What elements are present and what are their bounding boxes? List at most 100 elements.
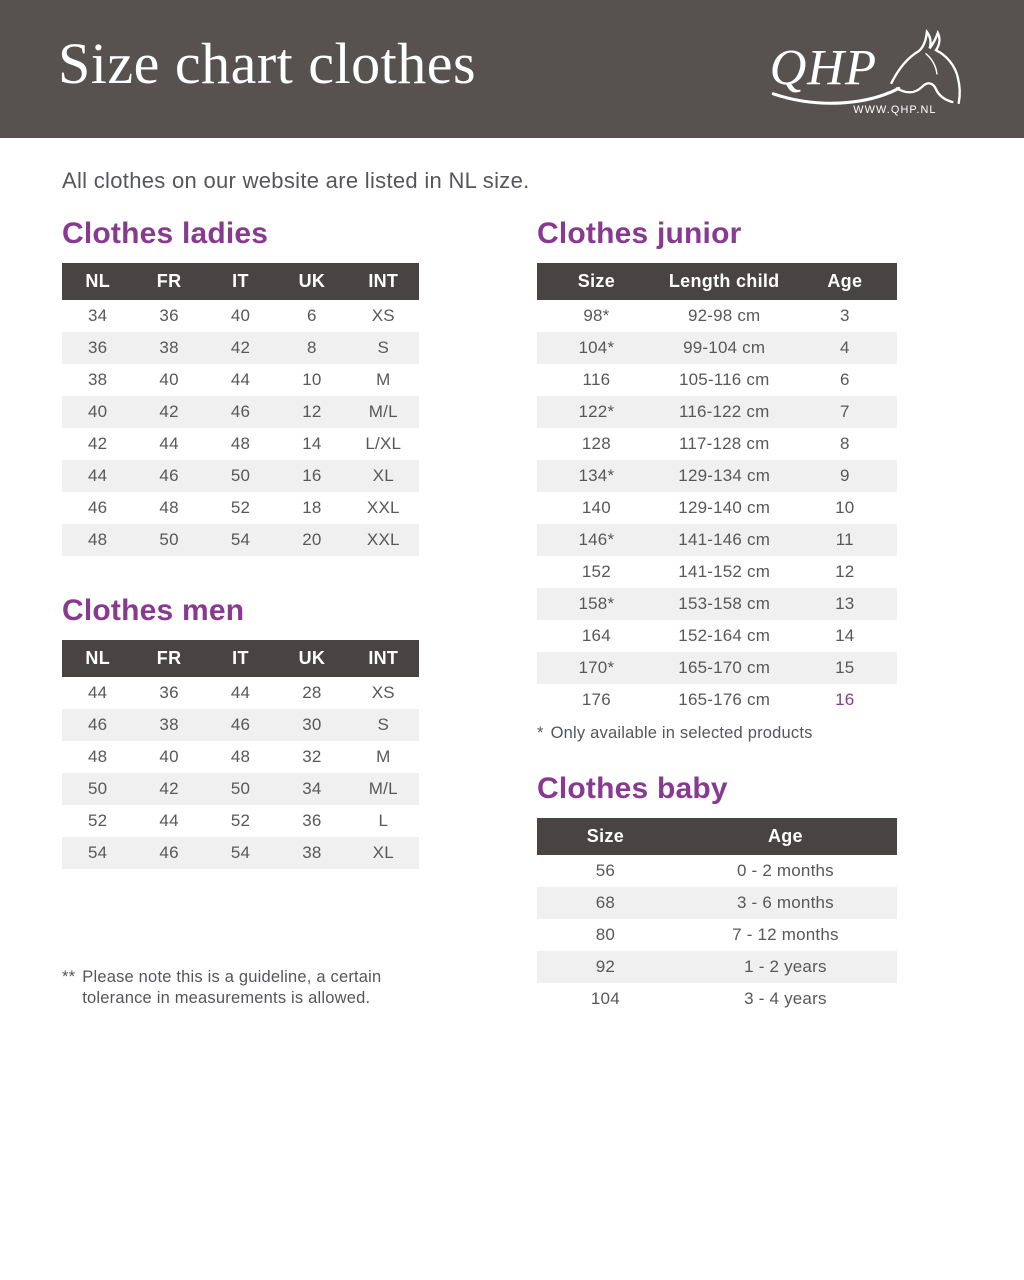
- column-header: UK: [276, 263, 348, 300]
- header-banner: Size chart clothes QHP WWW.QHP.NL: [0, 0, 1024, 138]
- table-cell: 170*: [578, 658, 615, 677]
- table-row: 104 3 - 4 years: [537, 983, 897, 1015]
- table-cell: 3 - 6 months: [736, 893, 834, 912]
- table-cell: 50: [230, 779, 251, 798]
- table-cell: M: [376, 747, 391, 766]
- table-cell: 46: [230, 715, 251, 734]
- table-cell: 30: [302, 715, 322, 734]
- table-cell: 141-152 cm: [678, 562, 771, 581]
- table-cell: 4: [839, 338, 850, 357]
- table-cell: 129-134 cm: [678, 466, 771, 485]
- table-row: 34 36 40 6 XS: [62, 300, 419, 332]
- table-cell: 80: [595, 925, 616, 944]
- page-content: All clothes on our website are listed in…: [0, 168, 1024, 1015]
- table-cell: 165-176 cm: [678, 690, 771, 709]
- table-row: 134* 129-134 cm 9: [537, 460, 897, 492]
- table-cell: S: [377, 338, 390, 357]
- table-cell: 164: [581, 626, 611, 645]
- table-header-row: NL FR IT UK INT: [62, 263, 419, 300]
- table-cell: XL: [372, 466, 394, 485]
- table-cell: 152-164 cm: [678, 626, 771, 645]
- table-cell: 104: [590, 989, 620, 1008]
- table-row: 140 129-140 cm 10: [537, 492, 897, 524]
- table-cell: M: [376, 370, 391, 389]
- table-cell: 6: [307, 306, 317, 325]
- table-cell: 141-146 cm: [678, 530, 771, 549]
- junior-size-table: Size Length child Age 98* 92-98 cm 3 104* 99-10…: [537, 263, 897, 716]
- table-cell: 140: [581, 498, 611, 517]
- table-cell: 48: [88, 747, 108, 766]
- table-cell: 165-170 cm: [678, 658, 771, 677]
- junior-section: Clothes junior Size Length child Age 98* 92-…: [537, 218, 897, 744]
- left-column: Clothes ladies NL FR IT UK INT 34 36 40 6 XS 36 38 4…: [62, 218, 419, 1015]
- table-cell: 50: [230, 466, 251, 485]
- men-heading: Clothes men: [62, 594, 245, 627]
- table-cell: 28: [302, 683, 322, 702]
- table-cell: 68: [595, 893, 616, 912]
- intro-text: All clothes on our website are listed in…: [62, 168, 530, 193]
- table-cell: 176: [581, 690, 611, 709]
- table-cell: 1 - 2 years: [744, 957, 827, 976]
- column-header: INT: [347, 263, 419, 300]
- table-cell: 122*: [578, 402, 615, 421]
- table-cell: 99-104 cm: [683, 338, 766, 357]
- table-cell: 46: [159, 466, 179, 485]
- table-cell: 12: [302, 402, 322, 421]
- table-cell: 44: [230, 683, 251, 702]
- table-cell: 40: [88, 402, 108, 421]
- column-header: IT: [204, 640, 277, 677]
- table-row: 116 105-116 cm 6: [537, 364, 897, 396]
- table-cell: 38: [159, 338, 179, 357]
- table-cell: 128: [581, 434, 611, 453]
- table-cell: 54: [88, 843, 108, 862]
- baby-size-table: Size Age 56 0 - 2 months 68 3 - 6 months 80 7 -…: [537, 818, 897, 1015]
- ladies-heading: Clothes ladies: [62, 217, 269, 250]
- table-cell: 92-98 cm: [687, 306, 761, 325]
- footnote-line-2: tolerance in measurements is allowed.: [82, 989, 371, 1007]
- baby-heading: Clothes baby: [537, 772, 728, 805]
- table-cell: 116: [582, 370, 611, 389]
- table-cell: 104*: [578, 338, 615, 357]
- column-header: UK: [276, 640, 348, 677]
- men-section: Clothes men NL FR IT UK INT 44 36 44 28 XS 46 38 46 3…: [62, 595, 419, 869]
- table-cell: XL: [372, 843, 394, 862]
- column-header: Size: [537, 263, 656, 300]
- table-cell: 7 - 12 months: [732, 925, 839, 944]
- table-cell: 8: [307, 338, 317, 357]
- table-row: 52 44 52 36 L: [62, 805, 419, 837]
- table-cell: 153-158 cm: [678, 594, 771, 613]
- table-cell: 50: [88, 779, 108, 798]
- table-cell: S: [377, 715, 390, 734]
- baby-section: Clothes baby Size Age 56 0 - 2 months 68 3 - …: [537, 773, 897, 1015]
- table-cell: 38: [88, 370, 108, 389]
- table-cell: 46: [88, 498, 108, 517]
- table-cell: 48: [88, 530, 108, 549]
- horse-head-icon: [890, 29, 961, 105]
- men-size-table: NL FR IT UK INT 44 36 44 28 XS 46 38 46 30 S 48 40 48 32 M 5…: [62, 640, 419, 869]
- table-row: 46 48 52 18 XXL: [62, 492, 419, 524]
- junior-footnote-marker: *: [537, 724, 544, 742]
- table-row: 44 46 50 16 XL: [62, 460, 419, 492]
- table-columns: Clothes ladies NL FR IT UK INT 34 36 40 6 XS 36 38 4…: [62, 218, 962, 1015]
- table-cell: 158*: [578, 594, 615, 613]
- table-cell: 14: [302, 434, 322, 453]
- table-row: 48 40 48 32 M: [62, 741, 419, 773]
- footnote-text: Please note this is a guideline, a certa…: [82, 967, 381, 1009]
- table-cell: XXL: [366, 530, 400, 549]
- table-cell: 36: [302, 811, 322, 830]
- table-cell: 13: [835, 594, 855, 613]
- column-header: Size: [537, 818, 674, 855]
- table-cell: 42: [159, 402, 179, 421]
- table-cell: 46: [88, 715, 108, 734]
- table-cell: 48: [230, 434, 251, 453]
- table-header-row: Size Age: [537, 818, 897, 855]
- junior-footnote: * Only available in selected products: [537, 723, 897, 744]
- table-cell: M/L: [368, 402, 398, 421]
- table-cell: 40: [159, 370, 179, 389]
- junior-footnote-text: Only available in selected products: [550, 724, 813, 742]
- table-cell: 0 - 2 months: [736, 861, 834, 880]
- table-cell: 16: [302, 466, 322, 485]
- table-cell: 12: [835, 562, 855, 581]
- table-cell: 42: [159, 779, 179, 798]
- table-cell: 44: [88, 466, 108, 485]
